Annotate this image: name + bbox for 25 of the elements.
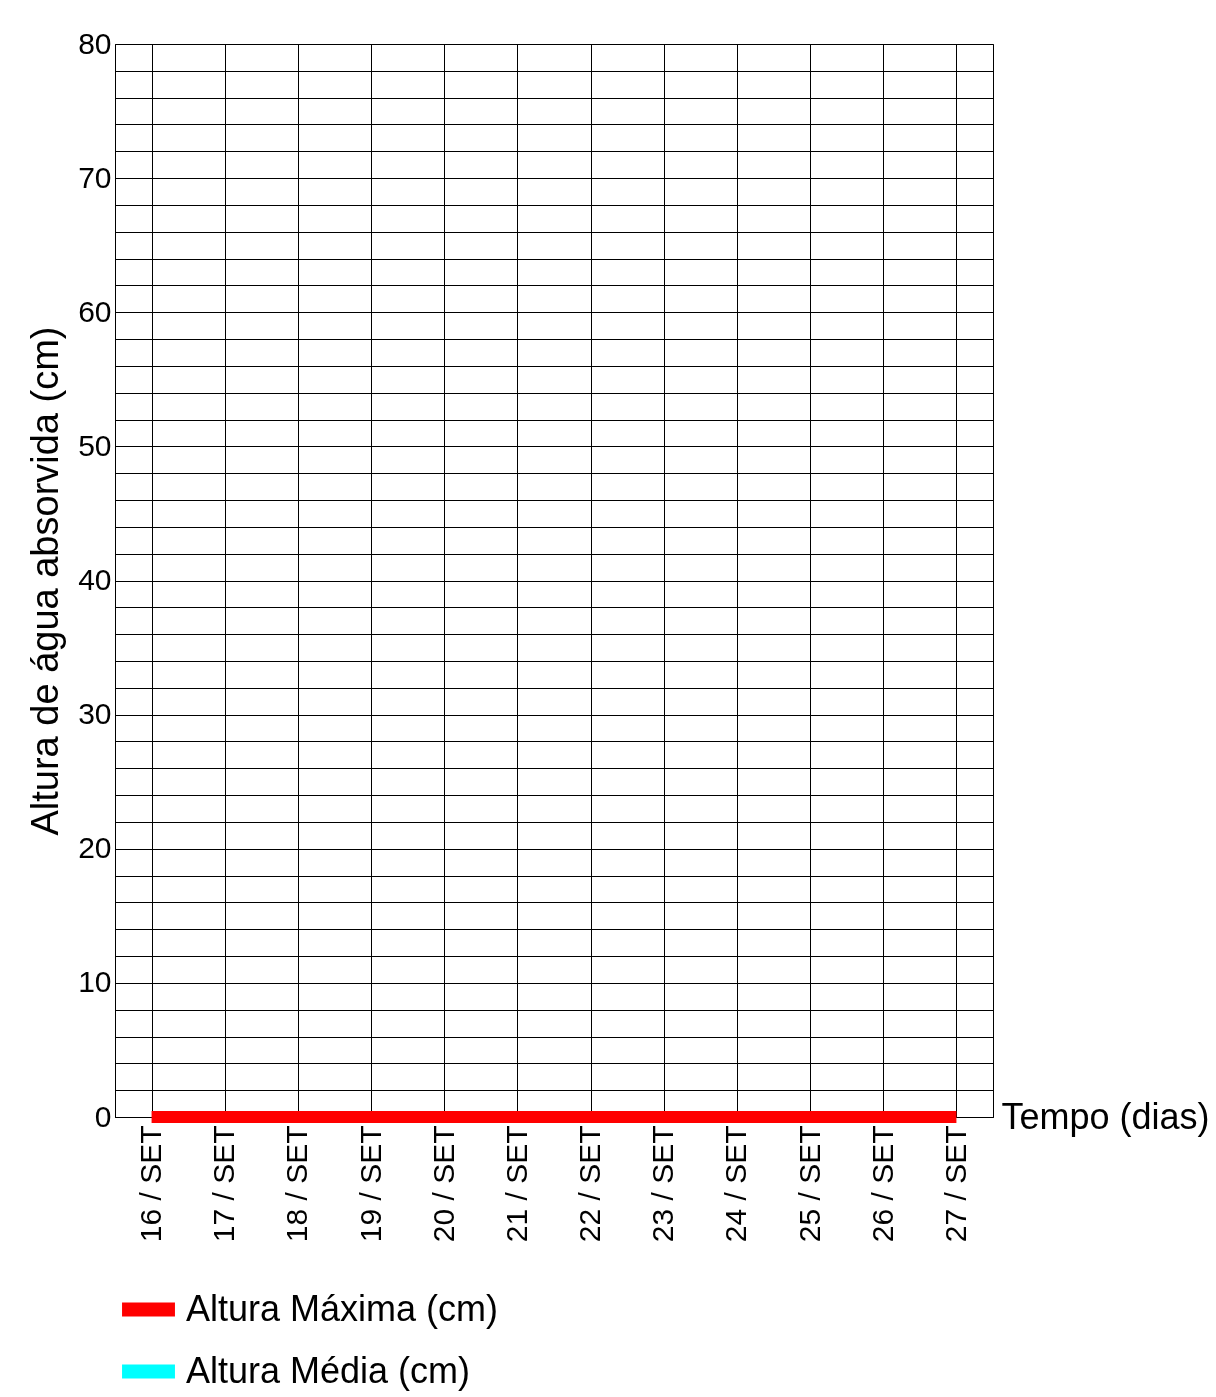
legend-label: Altura Média (cm) — [186, 1349, 471, 1391]
x-tick-label: 16 / SET — [134, 1125, 168, 1243]
x-tick-label: 26 / SET — [865, 1125, 899, 1243]
y-tick-label: 60 — [78, 294, 112, 328]
y-axis-title: Altura de água absorvida (cm) — [24, 326, 67, 836]
y-tick-label: 0 — [94, 1099, 112, 1133]
x-tick-label: 24 / SET — [719, 1125, 753, 1243]
x-tick-label: 23 / SET — [646, 1125, 680, 1243]
x-tick-label: 19 / SET — [353, 1125, 387, 1243]
y-tick-label: 80 — [78, 26, 112, 60]
x-tick-label: 27 / SET — [938, 1125, 972, 1243]
y-tick-label: 10 — [78, 965, 112, 999]
x-tick-label: 20 / SET — [426, 1125, 460, 1243]
x-tick-label: 17 / SET — [207, 1125, 241, 1243]
x-tick-label: 25 / SET — [792, 1125, 826, 1243]
y-tick-label: 70 — [78, 160, 112, 194]
x-tick-label: 21 / SET — [499, 1125, 533, 1243]
x-tick-label: 18 / SET — [280, 1125, 314, 1243]
legend-label: Altura Máxima (cm) — [186, 1287, 499, 1329]
x-axis-title: Tempo (dias) — [1001, 1095, 1210, 1137]
y-tick-label: 30 — [78, 697, 112, 731]
x-tick-label: 22 / SET — [573, 1125, 607, 1243]
y-tick-label: 20 — [78, 831, 112, 865]
y-tick-label: 40 — [78, 563, 112, 596]
y-tick-label: 50 — [78, 428, 112, 462]
